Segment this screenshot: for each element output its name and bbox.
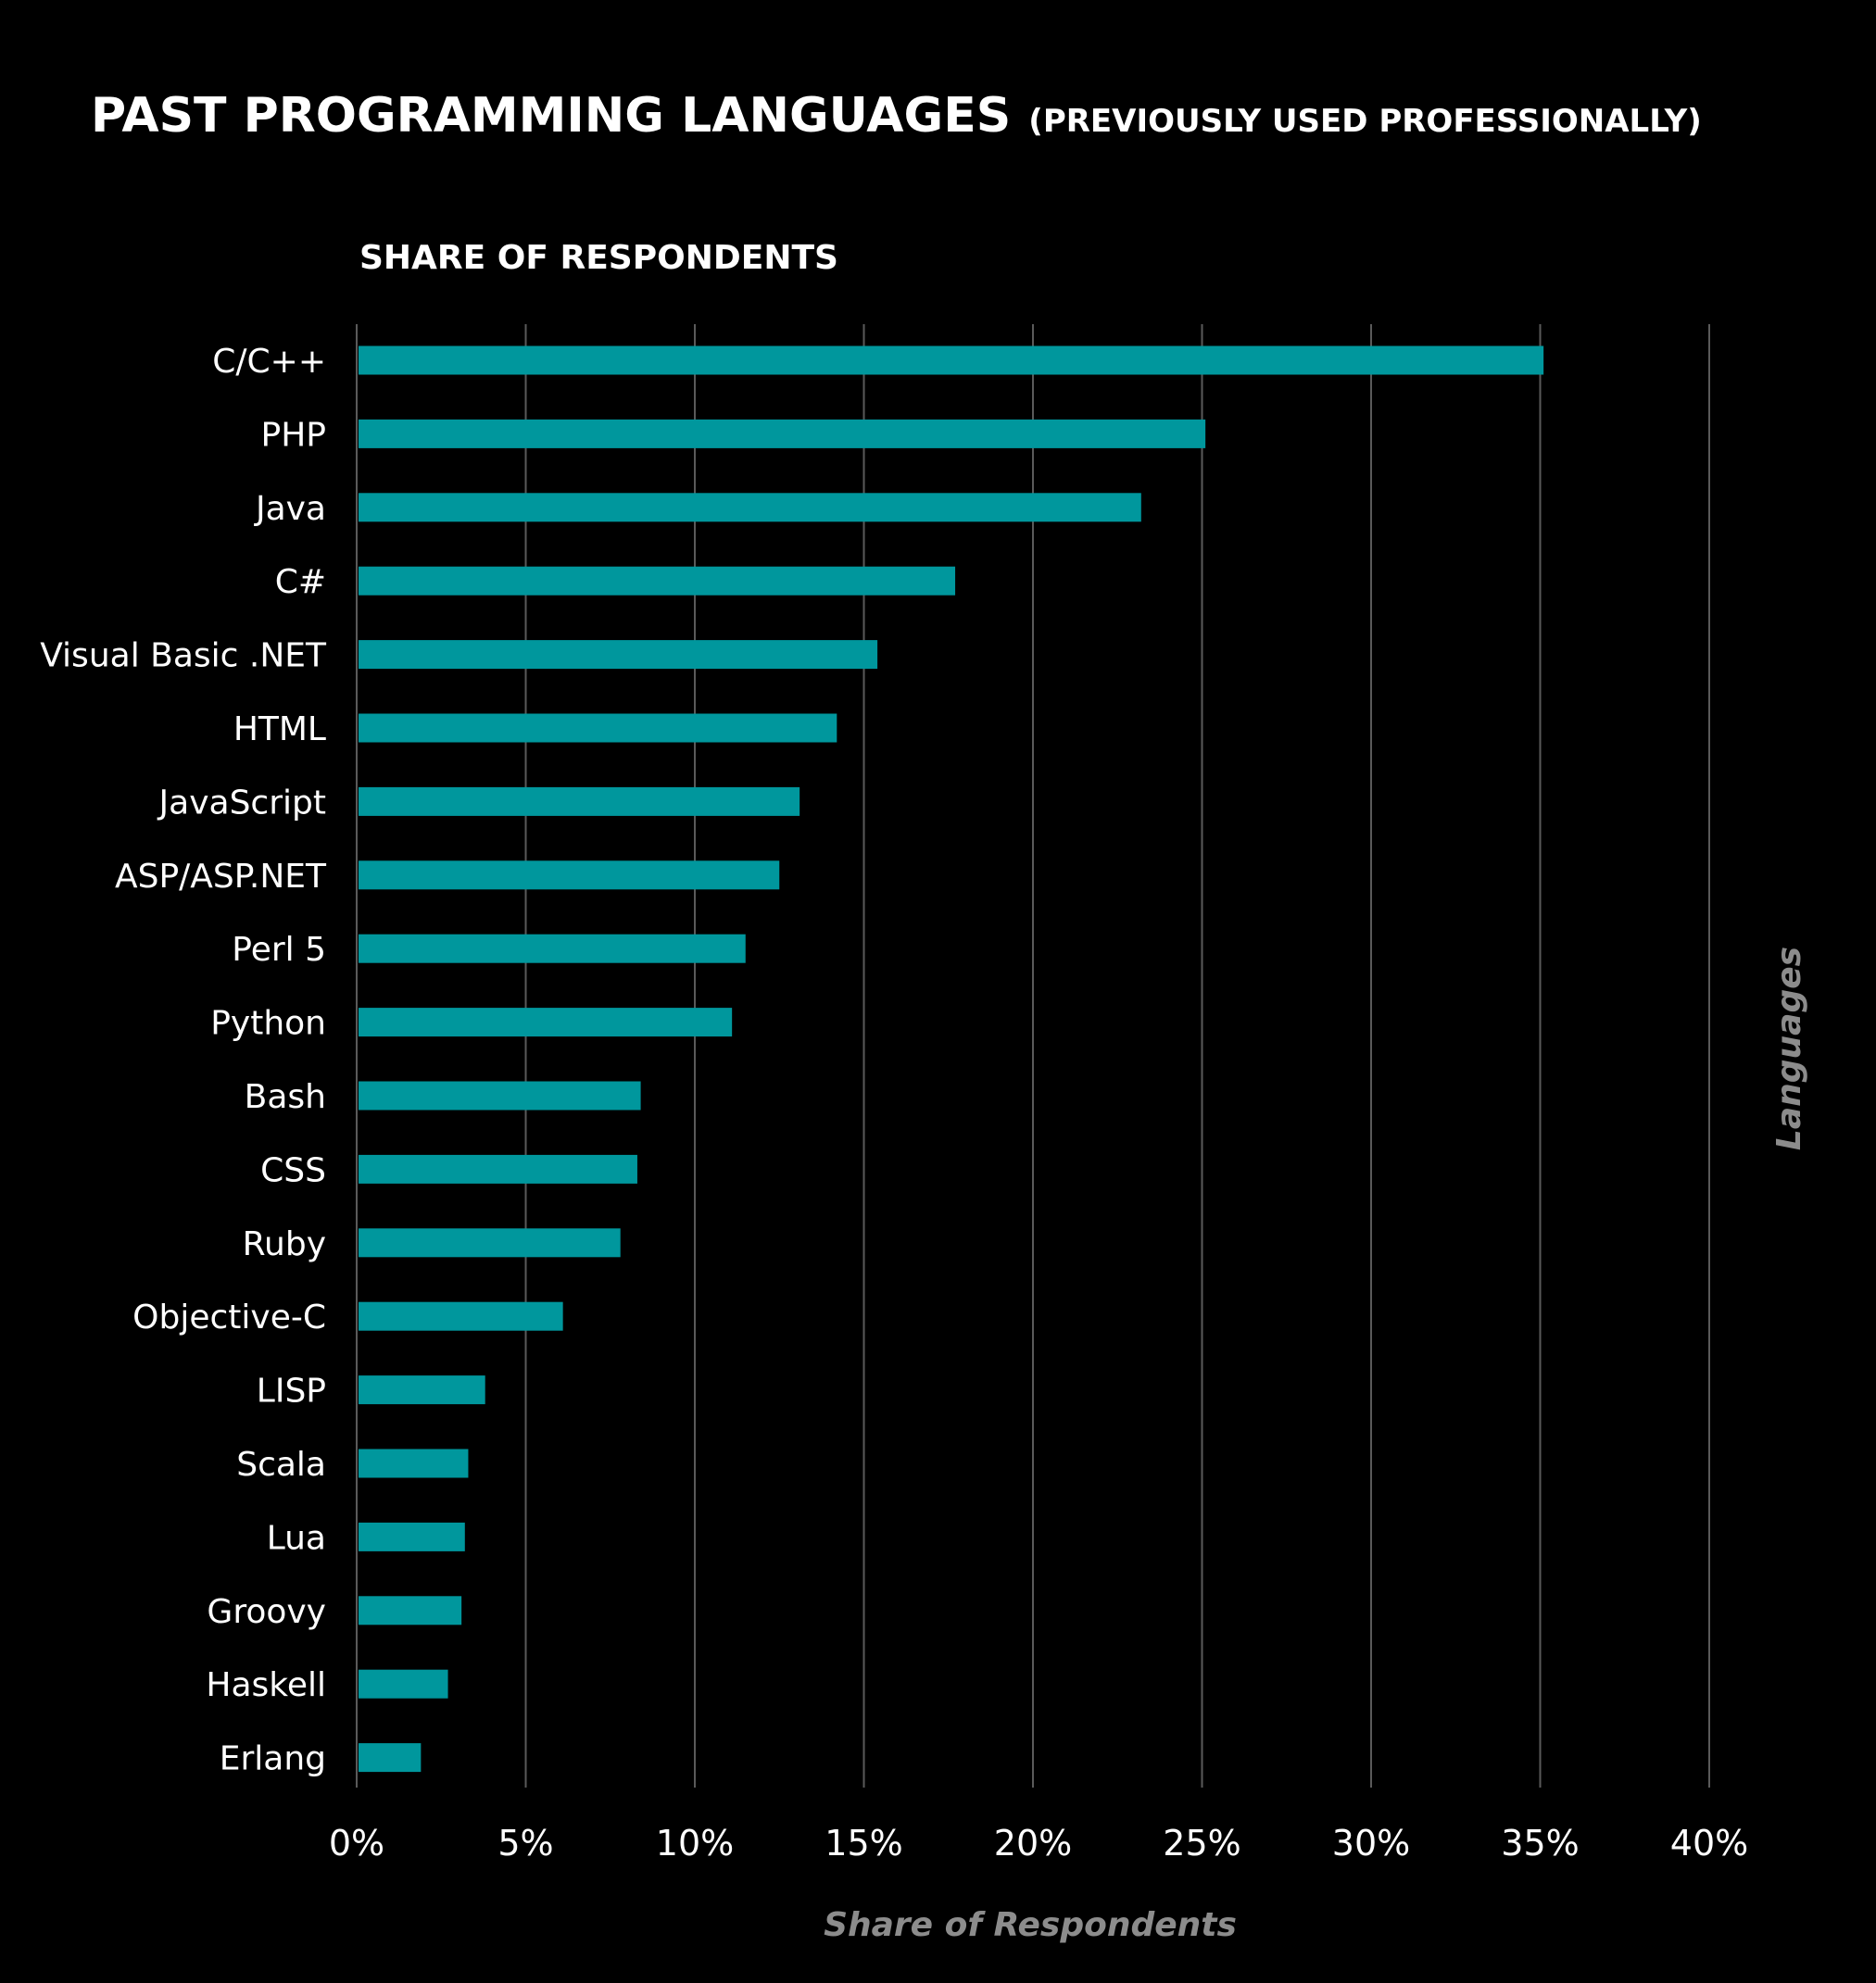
x-tick-label: 35% xyxy=(1501,1823,1579,1864)
bar xyxy=(359,860,780,890)
chart-title-main: PAST PROGRAMMING LANGUAGES xyxy=(91,88,1011,144)
category-label: LISP xyxy=(257,1373,326,1411)
x-tick-label: 0% xyxy=(329,1823,384,1864)
bar xyxy=(359,1228,621,1258)
bar xyxy=(359,934,746,963)
bar xyxy=(359,713,837,743)
category-label: JavaScript xyxy=(157,784,326,822)
category-label: HTML xyxy=(233,710,326,748)
category-label: Groovy xyxy=(207,1593,326,1631)
category-label: Python xyxy=(210,1005,326,1043)
category-label: Objective-C xyxy=(132,1299,326,1337)
chart-title: PAST PROGRAMMING LANGUAGES (PREVIOUSLY U… xyxy=(91,88,1702,144)
bar xyxy=(359,786,800,816)
x-tick-label: 40% xyxy=(1670,1823,1748,1864)
category-label: ASP/ASP.NET xyxy=(115,858,327,896)
category-label: C# xyxy=(275,563,326,601)
category-label: Ruby xyxy=(243,1225,326,1263)
category-label: Lua xyxy=(267,1519,326,1557)
y-axis-title: Languages xyxy=(1770,947,1808,1150)
category-label: C/C++ xyxy=(212,343,326,381)
x-tick-label: 30% xyxy=(1332,1823,1410,1864)
x-tick-label: 25% xyxy=(1163,1823,1240,1864)
bar xyxy=(359,1596,462,1625)
category-label: Scala xyxy=(236,1446,326,1484)
x-tick-label: 15% xyxy=(825,1823,902,1864)
bar xyxy=(359,640,878,670)
bar xyxy=(359,345,1544,375)
bar xyxy=(359,419,1206,448)
bar xyxy=(359,566,956,596)
gridlines xyxy=(356,324,1710,1788)
category-label: Bash xyxy=(245,1078,326,1116)
category-label: PHP xyxy=(261,416,327,454)
chart-title-suffix: (PREVIOUSLY USED PROFESSIONALLY) xyxy=(1028,103,1701,140)
bar xyxy=(359,1743,422,1773)
x-axis-title: Share of Respondents xyxy=(824,1906,1237,1944)
category-label: Haskell xyxy=(206,1666,326,1704)
category-label: Perl 5 xyxy=(232,931,326,969)
category-label: Java xyxy=(254,490,326,528)
bar xyxy=(359,1301,563,1331)
tick-labels: 0% 5% 10% 15% 20% 25% 30% 35% 40% xyxy=(329,1823,1748,1864)
bar xyxy=(359,1154,637,1184)
category-label: Visual Basic .NET xyxy=(40,637,327,675)
x-tick-label: 10% xyxy=(656,1823,734,1864)
bar xyxy=(359,1008,733,1037)
bar xyxy=(359,1375,485,1405)
bars xyxy=(359,345,1544,1773)
bar xyxy=(359,1449,469,1478)
bar xyxy=(359,1669,448,1699)
chart-subtitle: SHARE OF RESPONDENTS xyxy=(359,239,838,277)
category-labels: C/C++ PHP Java C# Visual Basic .NET HTML JavaS… xyxy=(40,343,327,1778)
category-label: CSS xyxy=(260,1151,326,1189)
bar xyxy=(359,493,1141,522)
category-label: Erlang xyxy=(220,1740,326,1778)
x-tick-label: 5% xyxy=(497,1823,553,1864)
x-tick-label: 20% xyxy=(994,1823,1072,1864)
bar xyxy=(359,1081,641,1111)
bar xyxy=(359,1522,465,1551)
